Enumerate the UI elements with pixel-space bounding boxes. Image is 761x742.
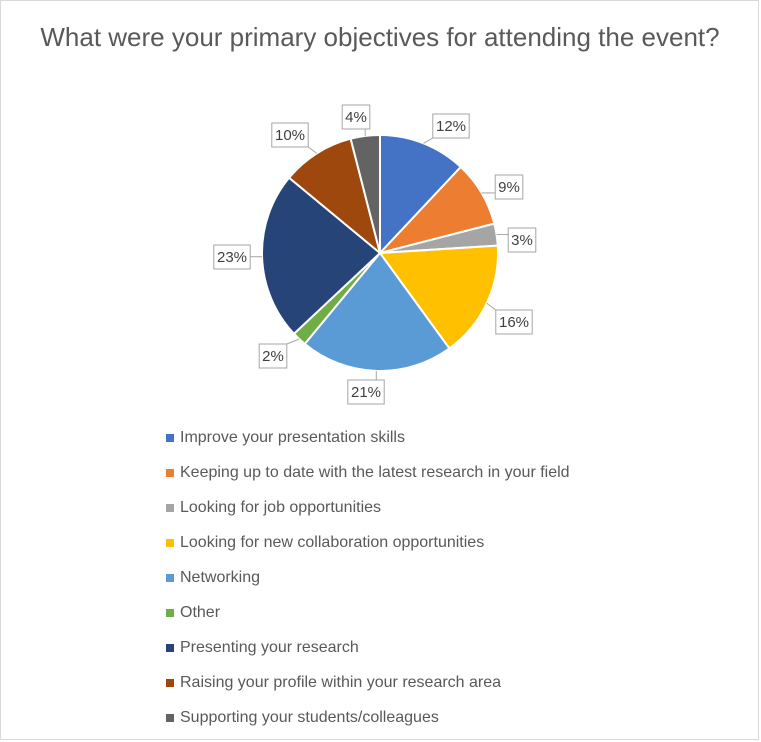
data-label: 4% [345,109,367,126]
chart-title: What were your primary objectives for at… [40,22,720,52]
data-label-box [494,174,524,200]
legend-item: Networking [166,560,726,595]
pie-slice [261,176,382,336]
pie-slices [261,133,499,372]
data-label-box [507,227,537,253]
legend-swatch [166,679,174,688]
legend-label: Supporting your students/colleagues [180,709,439,727]
legend-item: Keeping up to date with the latest resea… [166,455,726,490]
leader-line [307,146,318,154]
data-label: 12% [436,118,466,135]
legend-swatch [166,468,174,477]
data-label-box [341,104,371,130]
legend-swatch [166,538,174,547]
legend-label: Improve your presentation skills [180,428,405,446]
leader-line [423,137,434,144]
legend-swatch [166,644,174,653]
legend-swatch [166,609,174,618]
legend-swatch [166,714,174,723]
legend-item: Presenting your research [166,631,726,666]
legend-item: Raising your profile within your researc… [166,666,726,701]
data-labels: 12% 9% 3% 16% 21% 2% 23% 10% 4% [213,104,537,405]
legend-swatch [166,503,174,512]
data-label-box [495,309,533,335]
data-label-box [347,379,385,405]
data-label: 21% [351,384,381,401]
leader-line [486,302,497,311]
legend-item: Looking for job opportunities [166,490,726,525]
data-label-box [432,113,470,139]
data-label-box [213,244,251,270]
legend-label: Looking for job opportunities [180,498,382,516]
leader-line [286,338,300,345]
data-label-box [258,343,288,369]
legend-swatch [166,433,174,442]
data-label: 23% [217,249,247,266]
legend-label: Raising your profile within your researc… [180,674,502,692]
data-label: 3% [511,232,533,249]
legend-swatch [166,573,174,582]
data-label: 9% [498,179,520,196]
legend-label: Presenting your research [180,639,359,657]
legend-label: Looking for new collaboration opportunit… [180,533,485,551]
legend-item: Improve your presentation skills [166,420,726,455]
legend-label: Keeping up to date with the latest resea… [180,463,570,481]
data-label: 2% [262,348,284,365]
legend-label: Other [180,604,221,622]
legend-item: Other [166,595,726,630]
data-label: 10% [275,127,305,144]
legend-item: Supporting your students/colleagues [166,701,726,736]
data-label-box [271,122,309,148]
legend: Improve your presentation skills Keeping … [166,420,726,736]
data-label: 16% [499,314,529,331]
legend-label: Networking [180,568,261,586]
legend-item: Looking for new collaboration opportunit… [166,525,726,560]
